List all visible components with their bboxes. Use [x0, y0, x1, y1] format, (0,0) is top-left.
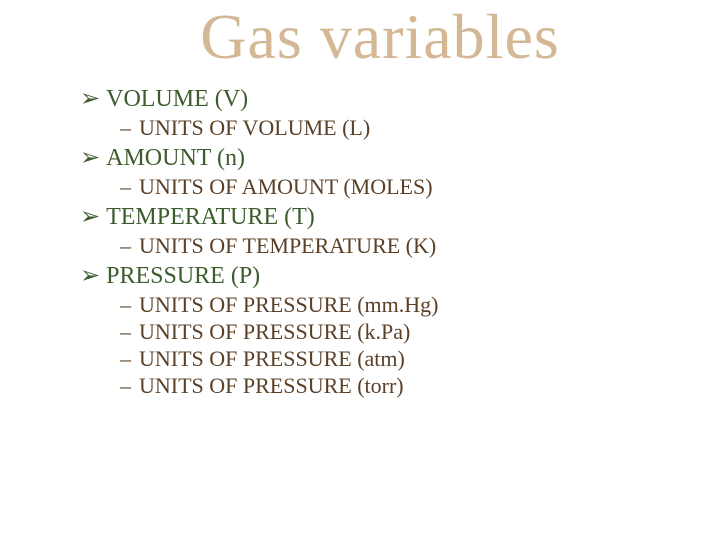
arrow-bullet-icon: ➢: [80, 202, 100, 231]
dash-bullet-icon: –: [120, 174, 131, 200]
list-item-label: PRESSURE (P): [106, 263, 260, 290]
list-item-level1: ➢TEMPERATURE (T): [80, 202, 660, 231]
list-item-level2: –UNITS OF PRESSURE (torr): [120, 373, 660, 399]
list-item-label: TEMPERATURE (T): [106, 204, 315, 231]
list-item-level2: –UNITS OF PRESSURE (k.Pa): [120, 319, 660, 345]
list-item-sublabel: UNITS OF PRESSURE (atm): [139, 346, 405, 372]
arrow-bullet-icon: ➢: [80, 261, 100, 290]
list-item-sublabel: UNITS OF PRESSURE (torr): [139, 373, 404, 399]
dash-bullet-icon: –: [120, 373, 131, 399]
arrow-bullet-icon: ➢: [80, 84, 100, 113]
list-item-sublabel: UNITS OF PRESSURE (mm.Hg): [139, 292, 438, 318]
list-item-sublabel: UNITS OF AMOUNT (MOLES): [139, 174, 433, 200]
slide-content: ➢VOLUME (V)– UNITS OF VOLUME (L)➢AMOUNT …: [60, 84, 660, 399]
list-item-sublabel: UNITS OF PRESSURE (k.Pa): [139, 319, 410, 345]
dash-bullet-icon: –: [120, 115, 131, 141]
list-item-level2: –UNITS OF PRESSURE (atm): [120, 346, 660, 372]
list-item-label: VOLUME (V): [106, 86, 248, 113]
list-item-level1: ➢VOLUME (V): [80, 84, 660, 113]
list-item-level2: – UNITS OF VOLUME (L): [120, 115, 660, 141]
list-item-sublabel: UNITS OF TEMPERATURE (K): [139, 233, 436, 259]
list-item-label: AMOUNT (n): [106, 145, 245, 172]
dash-bullet-icon: –: [120, 233, 131, 259]
list-item-level1: ➢AMOUNT (n): [80, 143, 660, 172]
slide-title: Gas variables: [60, 0, 660, 74]
list-item-level2: – UNITS OF TEMPERATURE (K): [120, 233, 660, 259]
dash-bullet-icon: –: [120, 346, 131, 372]
dash-bullet-icon: –: [120, 319, 131, 345]
list-item-sublabel: UNITS OF VOLUME (L): [139, 115, 370, 141]
arrow-bullet-icon: ➢: [80, 143, 100, 172]
list-item-level2: – UNITS OF AMOUNT (MOLES): [120, 174, 660, 200]
slide-container: Gas variables ➢VOLUME (V)– UNITS OF VOLU…: [0, 0, 720, 540]
dash-bullet-icon: –: [120, 292, 131, 318]
list-item-level1: ➢PRESSURE (P): [80, 261, 660, 290]
list-item-level2: –UNITS OF PRESSURE (mm.Hg): [120, 292, 660, 318]
